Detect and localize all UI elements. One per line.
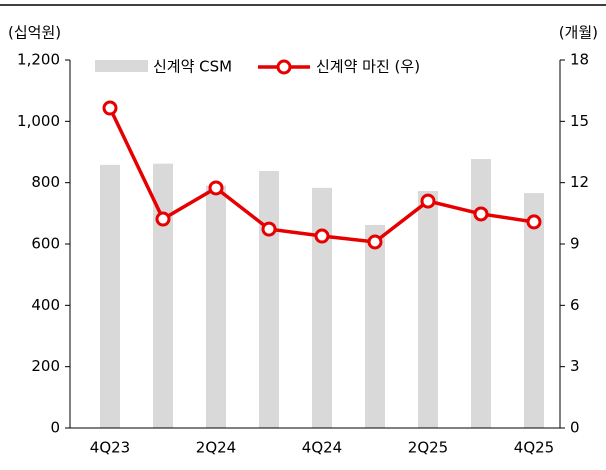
x-tick-label: 4Q24: [302, 439, 342, 457]
y2-tick-label: 18: [570, 51, 589, 69]
bar: [100, 164, 120, 428]
bar: [312, 187, 332, 428]
y2-tick-label: 9: [570, 235, 580, 253]
legend-swatch: [95, 60, 148, 72]
bar: [365, 224, 385, 428]
x-tick-label: 2Q25: [408, 439, 448, 457]
y2-tick-label: 3: [570, 357, 580, 375]
line-marker: [473, 206, 489, 222]
line-marker: [102, 100, 118, 116]
bar: [206, 185, 226, 428]
y-tick-label: 1,200: [17, 51, 60, 69]
bar: [524, 193, 544, 428]
line-marker: [420, 193, 436, 209]
y-tick-label: 600: [31, 235, 60, 253]
bar: [259, 171, 279, 428]
bar: [153, 163, 173, 429]
y2-tick-label: 6: [570, 296, 580, 314]
y-tick-label: 1,000: [17, 112, 60, 130]
legend-label: 신계약 마진 (우): [316, 58, 420, 76]
y2-axis-label: (개월): [559, 24, 598, 42]
line-marker: [155, 211, 171, 227]
bar: [418, 190, 438, 428]
legend-label: 신계약 CSM: [153, 58, 232, 76]
line-marker: [208, 180, 224, 196]
line-marker: [526, 214, 542, 230]
x-tick-label: 2Q24: [196, 439, 236, 457]
line-marker: [314, 228, 330, 244]
y2-tick-label: 15: [570, 112, 589, 130]
y-tick-label: 200: [31, 357, 60, 375]
y2-tick-label: 0: [570, 419, 580, 437]
line-marker: [261, 221, 277, 237]
x-tick-label: 4Q25: [514, 439, 554, 457]
line-marker: [367, 234, 383, 250]
legend-swatch: [276, 59, 292, 75]
y-tick-label: 0: [50, 419, 60, 437]
x-tick-label: 4Q23: [90, 439, 130, 457]
y-axis-label: (십억원): [8, 24, 61, 42]
y2-tick-label: 12: [570, 173, 589, 191]
y-tick-label: 800: [31, 173, 60, 191]
y-tick-label: 400: [31, 296, 60, 314]
bar: [471, 159, 491, 428]
